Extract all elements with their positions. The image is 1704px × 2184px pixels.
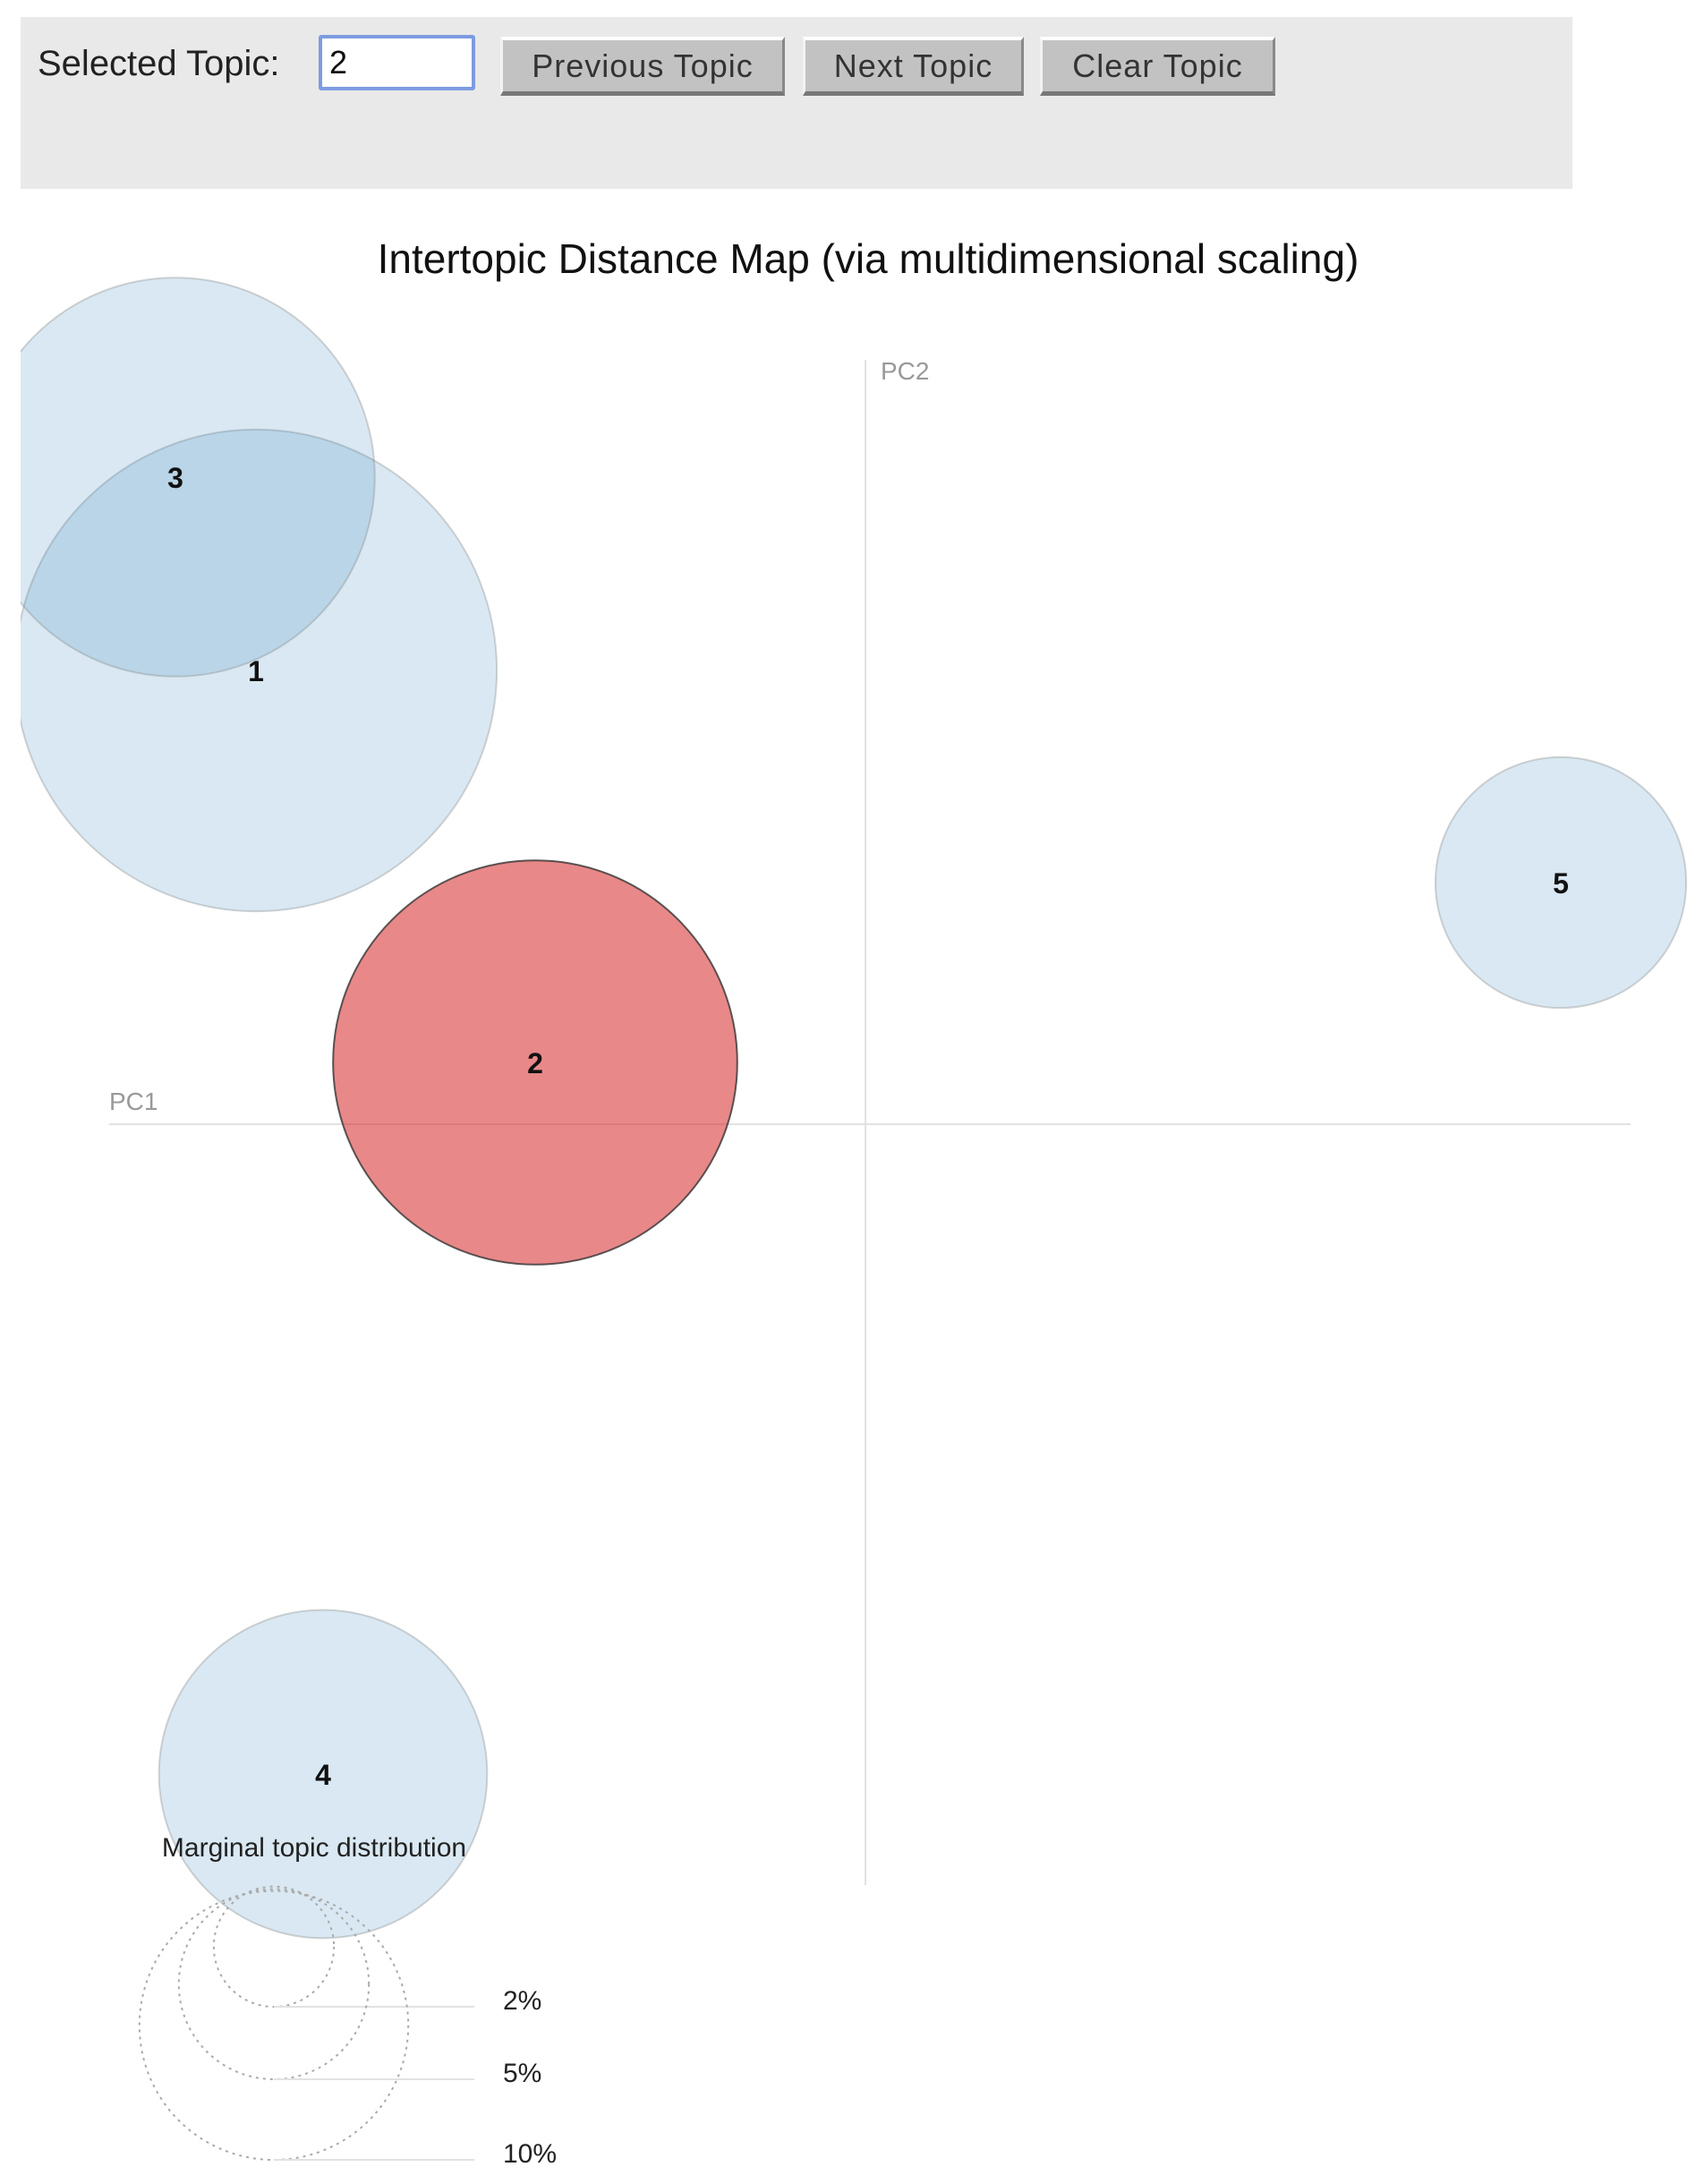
topic-circle-3[interactable] <box>0 277 376 678</box>
next-topic-button[interactable]: Next Topic <box>803 37 1024 96</box>
topic-circle-4[interactable] <box>158 1608 489 1940</box>
pc1-label: PC1 <box>109 1088 158 1115</box>
topic-circle-2[interactable] <box>332 859 738 1266</box>
legend-label-10: 10% <box>503 2139 557 2169</box>
topic-label-5[interactable]: 5 <box>1553 867 1569 900</box>
previous-topic-button[interactable]: Previous Topic <box>500 37 785 96</box>
topic-label-1[interactable]: 1 <box>248 655 264 687</box>
selected-topic-label: Selected Topic: <box>38 44 280 83</box>
topic-circle-1[interactable] <box>15 428 498 913</box>
topic-label-2[interactable]: 2 <box>527 1047 543 1079</box>
topic-label-4[interactable]: 4 <box>315 1759 331 1791</box>
legend-circle-5 <box>177 1888 371 2081</box>
legend-label-2: 2% <box>503 1986 541 2016</box>
marginal-distribution-legend: Marginal topic distribution 2% 5% 10% <box>138 1833 557 2169</box>
chart-title: Intertopic Distance Map (via multidimens… <box>378 235 1359 282</box>
pc2-label: PC2 <box>881 357 929 385</box>
topic-toolbar: Selected Topic: Previous Topic Next Topi… <box>21 17 1572 189</box>
legend-circle-10 <box>138 1890 410 2161</box>
topic-label-3[interactable]: 3 <box>167 462 183 494</box>
legend-title: Marginal topic distribution <box>162 1833 466 1863</box>
legend-label-5: 5% <box>503 2059 541 2088</box>
clear-topic-button[interactable]: Clear Topic <box>1040 37 1275 96</box>
selected-topic-input[interactable] <box>319 35 475 90</box>
topic-circle-5[interactable] <box>1434 755 1688 1010</box>
